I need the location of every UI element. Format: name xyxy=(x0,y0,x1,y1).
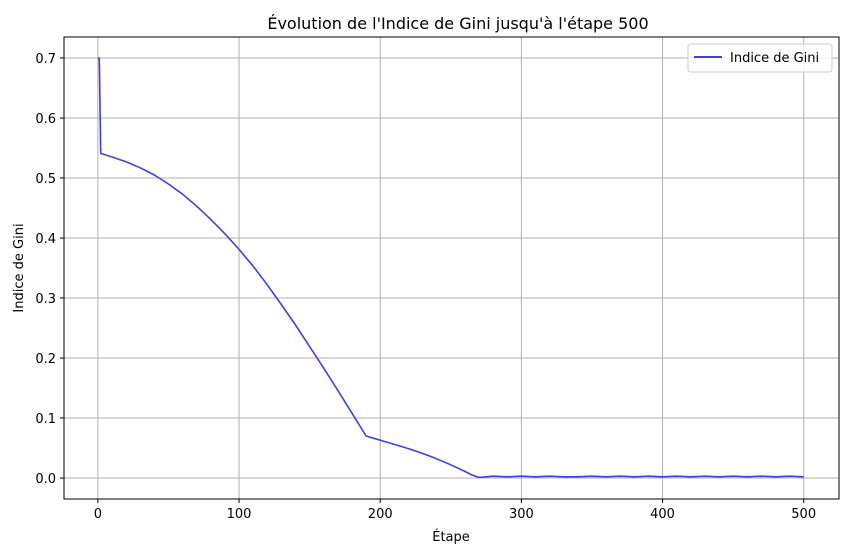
x-axis-label: Étape xyxy=(432,529,470,545)
y-tick-label: 0.1 xyxy=(35,412,56,427)
legend-box xyxy=(687,43,833,73)
x-tick-label: 500 xyxy=(791,507,816,522)
x-tick-label: 0 xyxy=(94,507,102,522)
legend-label: Indice de Gini xyxy=(730,51,819,66)
plot-frame xyxy=(63,36,840,500)
legend: Indice de Gini xyxy=(687,43,833,73)
x-tick-label: 400 xyxy=(650,507,675,522)
series-line-gini xyxy=(97,57,804,479)
y-axis-label: Indice de Gini xyxy=(12,223,27,312)
y-tick-label: 0.7 xyxy=(35,52,56,67)
y-tick-label: 0.5 xyxy=(35,172,56,187)
chart-title: Évolution de l'Indice de Gini jusqu'à l'… xyxy=(267,14,648,33)
y-tick-label: 0.3 xyxy=(35,292,56,307)
y-tick-label: 0.6 xyxy=(35,112,56,127)
y-tick-label: 0.2 xyxy=(35,352,56,367)
x-tick-label: 200 xyxy=(368,507,393,522)
x-tick-label: 300 xyxy=(509,507,534,522)
series-layer xyxy=(97,57,804,479)
axis-ticks: 0 100 200 300 400 500 0.0 0.1 0.2 0.3 0.4 0.5 0.6 0.7 xyxy=(35,52,816,522)
x-tick-label: 100 xyxy=(227,507,252,522)
y-tick-label: 0.4 xyxy=(35,232,56,247)
y-tick-label: 0.0 xyxy=(35,472,56,487)
